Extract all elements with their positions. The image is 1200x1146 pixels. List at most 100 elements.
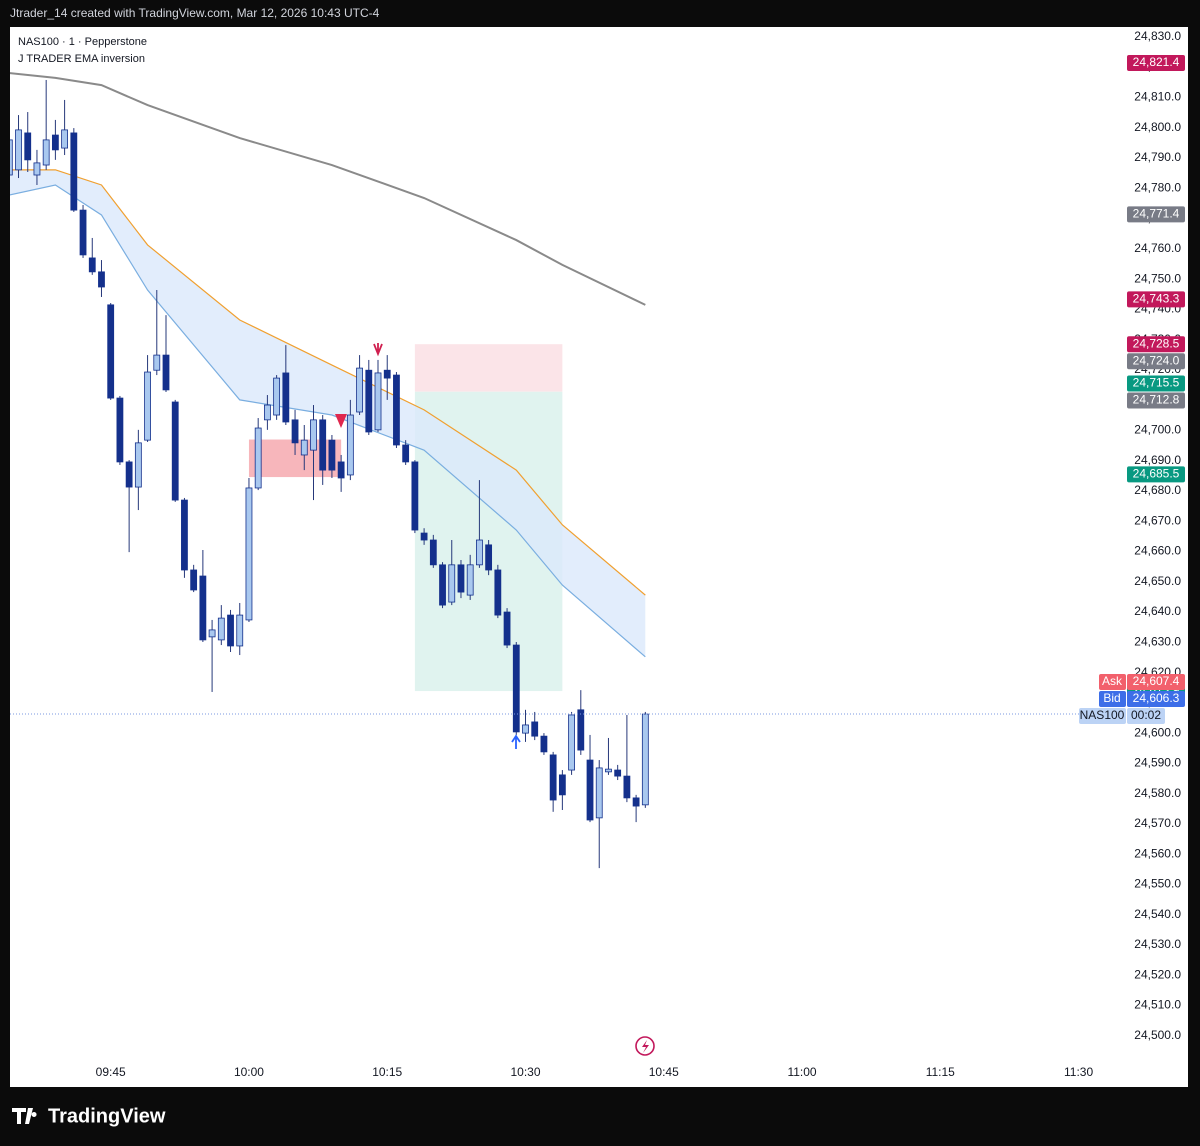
candle-body bbox=[171, 401, 179, 501]
candle-body bbox=[70, 132, 78, 211]
candle-body bbox=[263, 404, 271, 421]
y-tick-label: 24,530.0 bbox=[1134, 937, 1181, 951]
price-tag-label: 24,728.5 bbox=[1133, 336, 1180, 350]
symbol-tag bbox=[1079, 708, 1126, 725]
candle-body bbox=[33, 162, 41, 176]
ema-band bbox=[10, 169, 646, 657]
ema-line bbox=[10, 169, 646, 596]
candle-body bbox=[411, 461, 419, 531]
candle-body bbox=[549, 754, 557, 801]
price-tag bbox=[1127, 375, 1185, 392]
candle-body bbox=[300, 439, 308, 456]
candle-body bbox=[245, 487, 253, 621]
candle-body bbox=[429, 539, 437, 566]
candle-body bbox=[393, 374, 400, 446]
candle-body bbox=[328, 439, 336, 471]
candle-body bbox=[319, 419, 327, 471]
candle-body bbox=[217, 617, 225, 641]
candle-body bbox=[61, 129, 69, 149]
candle-body bbox=[614, 769, 622, 777]
candle-body bbox=[116, 397, 124, 463]
candle-body bbox=[125, 461, 133, 488]
alert-icon[interactable] bbox=[635, 1036, 655, 1056]
x-tick-label: 10:15 bbox=[372, 1065, 402, 1079]
candle-body bbox=[503, 611, 511, 646]
candle-body bbox=[134, 442, 142, 488]
candle-body bbox=[512, 644, 520, 733]
y-tick-label: 24,650.0 bbox=[1134, 574, 1181, 588]
price-tag bbox=[1127, 466, 1185, 483]
candle-body bbox=[181, 499, 188, 571]
candle-body bbox=[466, 564, 474, 596]
candle-body bbox=[107, 304, 115, 399]
x-tick-label: 11:30 bbox=[1064, 1065, 1093, 1079]
candle-body bbox=[88, 257, 96, 273]
price-tag bbox=[1127, 336, 1185, 353]
x-tick-label: 10:00 bbox=[234, 1065, 264, 1079]
candle-body bbox=[291, 419, 299, 444]
y-tick-label: 24,750.0 bbox=[1134, 271, 1181, 285]
price-tag-label: 24,821.4 bbox=[1133, 55, 1180, 69]
candle-body bbox=[402, 444, 410, 463]
candle-body bbox=[439, 564, 446, 606]
y-tick-label: 24,780.0 bbox=[1134, 180, 1181, 194]
price-tag-label: 24,685.5 bbox=[1133, 467, 1180, 481]
candle-body bbox=[476, 539, 483, 566]
candle-body bbox=[310, 419, 317, 451]
y-tick-label: 24,830.0 bbox=[1134, 29, 1181, 43]
candle-body bbox=[254, 427, 262, 489]
candle-body bbox=[51, 134, 59, 151]
sell-triangle bbox=[335, 414, 347, 428]
y-tick-label: 24,570.0 bbox=[1134, 816, 1181, 830]
plot bbox=[10, 72, 649, 869]
price-tag bbox=[1127, 392, 1185, 409]
candle-body bbox=[457, 564, 465, 593]
x-tick-label: 10:30 bbox=[510, 1065, 540, 1079]
price-tag bbox=[1127, 291, 1185, 308]
candle-body bbox=[79, 209, 87, 256]
candle-body bbox=[162, 354, 170, 391]
y-tick-label: 24,630.0 bbox=[1134, 634, 1181, 648]
y-tick-label: 24,790.0 bbox=[1134, 150, 1181, 164]
candle-body bbox=[374, 372, 382, 431]
candle-body bbox=[420, 532, 428, 541]
candle-body bbox=[586, 759, 594, 821]
ask-label: 24,607.4 bbox=[1133, 674, 1180, 688]
candle-body bbox=[42, 139, 50, 166]
symbol-label: NAS100 bbox=[1080, 708, 1125, 722]
bid-tag bbox=[1127, 691, 1185, 708]
y-tick-label: 24,810.0 bbox=[1134, 90, 1181, 104]
price-axis bbox=[1097, 27, 1188, 1087]
candle-body bbox=[558, 774, 566, 796]
price-tag-label: 24,715.5 bbox=[1133, 376, 1180, 390]
x-tick-label: 11:00 bbox=[787, 1065, 816, 1079]
x-tick-label: 11:15 bbox=[926, 1065, 955, 1079]
y-tick-label: 24,660.0 bbox=[1134, 544, 1181, 558]
candle-body bbox=[383, 369, 391, 379]
sell-arrow bbox=[373, 343, 383, 357]
candle-body bbox=[605, 768, 612, 773]
candle-body bbox=[98, 271, 105, 288]
bid-name: Bid bbox=[1103, 691, 1120, 705]
countdown-tag bbox=[1127, 708, 1165, 725]
y-tick-label: 24,580.0 bbox=[1134, 786, 1181, 800]
candle-body bbox=[190, 569, 198, 591]
price-tag-label: 24,724.0 bbox=[1133, 353, 1180, 367]
ask-name: Ask bbox=[1102, 674, 1123, 688]
candle-body bbox=[236, 614, 244, 647]
candle-body bbox=[208, 629, 216, 638]
logo-text: TradingView bbox=[48, 1105, 166, 1127]
candle-body bbox=[531, 721, 539, 737]
x-tick-label: 09:45 bbox=[96, 1065, 126, 1079]
y-tick-label: 24,760.0 bbox=[1134, 241, 1181, 255]
candle-body bbox=[282, 372, 290, 423]
candle-body bbox=[485, 544, 493, 571]
y-tick-label: 24,600.0 bbox=[1134, 725, 1181, 739]
ema-line bbox=[10, 72, 646, 306]
candle-body bbox=[522, 724, 529, 734]
ask-name-tag bbox=[1099, 674, 1126, 691]
y-tick-label: 24,550.0 bbox=[1134, 877, 1181, 891]
candle-body bbox=[337, 461, 345, 479]
